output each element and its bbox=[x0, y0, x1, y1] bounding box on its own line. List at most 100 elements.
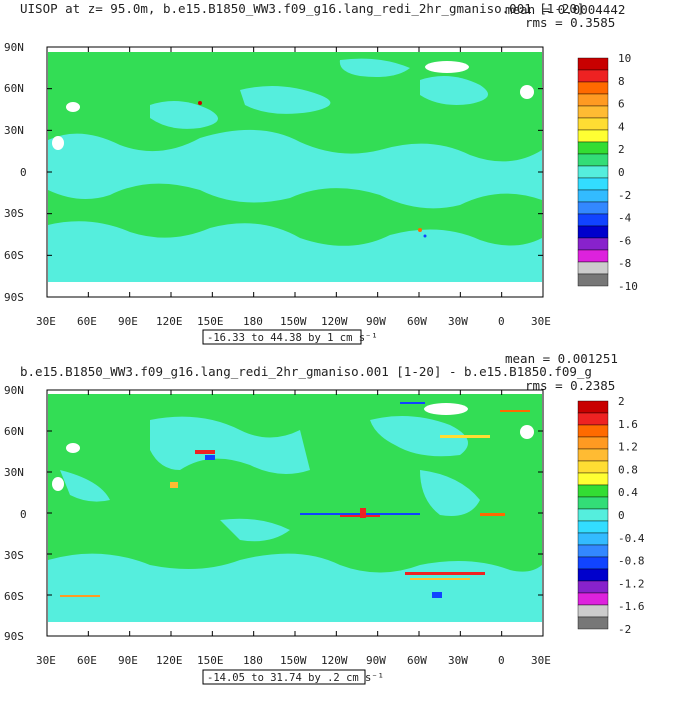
colorbar-swatch bbox=[577, 213, 609, 227]
colorbar-swatch bbox=[577, 57, 609, 71]
x-tick-label: 90E bbox=[118, 315, 138, 328]
x-tick-label: 0 bbox=[498, 654, 505, 667]
panel-2: mean = 0.001251 b.e15.B1850_WW3.f09_g16.… bbox=[4, 351, 645, 685]
colorbar-swatch bbox=[577, 249, 609, 263]
colorbar-label: -8 bbox=[618, 257, 631, 270]
panel-2-range-box bbox=[202, 669, 366, 685]
panel-1-x-axis: 30E 60E 90E 120E 150E 180 150W 120W 90W … bbox=[36, 315, 551, 328]
x-tick-label: 30E bbox=[36, 315, 56, 328]
colorbar-swatch bbox=[577, 69, 609, 83]
y-tick-label: 90S bbox=[4, 291, 24, 304]
panel-1-field-cyan bbox=[48, 58, 542, 282]
colorbar-swatch bbox=[577, 153, 609, 167]
colorbar-swatch bbox=[577, 580, 609, 594]
panel-2-y-axis: 90N 60N 30N 0 30S 60S 90S bbox=[4, 384, 27, 643]
colorbar-swatch bbox=[577, 616, 609, 630]
y-tick-label: 0 bbox=[20, 166, 27, 179]
y-tick-label: 60S bbox=[4, 590, 24, 603]
panel-2-greenland bbox=[424, 403, 468, 415]
x-tick-label: 180 bbox=[243, 654, 263, 667]
colorbar-swatch bbox=[577, 165, 609, 179]
colorbar-swatch bbox=[577, 81, 609, 95]
anomaly-streak bbox=[440, 435, 490, 438]
x-tick-label: 90W bbox=[366, 654, 386, 667]
anomaly-streak bbox=[405, 572, 485, 575]
panel-2-mean: mean = 0.001251 bbox=[505, 351, 618, 366]
colorbar-label: 0 bbox=[618, 166, 625, 179]
panel-2-island-c bbox=[520, 425, 534, 439]
panel-1-speckle bbox=[418, 228, 422, 232]
colorbar-label: 8 bbox=[618, 75, 625, 88]
colorbar-swatch bbox=[577, 189, 609, 203]
panel-2-rms: rms = 0.2385 bbox=[525, 378, 615, 393]
colorbar-label: 0.4 bbox=[618, 486, 638, 499]
anomaly-streak bbox=[60, 595, 100, 597]
axis-ticks bbox=[46, 46, 544, 637]
anomaly-streak bbox=[360, 508, 366, 518]
x-tick-label: 150E bbox=[197, 654, 224, 667]
panel-2-anomalies bbox=[60, 402, 530, 598]
colorbar-label: -1.2 bbox=[618, 577, 645, 590]
panel-1-greenland bbox=[425, 61, 469, 73]
colorbar-swatch bbox=[577, 141, 609, 155]
colorbar-swatch bbox=[577, 532, 609, 546]
y-tick-label: 60N bbox=[4, 425, 24, 438]
colorbar-swatch bbox=[577, 400, 609, 414]
x-tick-label: 180 bbox=[243, 315, 263, 328]
x-tick-label: 30E bbox=[36, 654, 56, 667]
x-tick-label: 60E bbox=[77, 654, 97, 667]
colorbar-swatch bbox=[577, 201, 609, 215]
anomaly-streak bbox=[195, 450, 215, 454]
colorbar-label: -10 bbox=[618, 280, 638, 293]
x-tick-label: 150W bbox=[280, 654, 307, 667]
colorbar-swatch bbox=[577, 544, 609, 558]
x-tick-label: 60E bbox=[77, 315, 97, 328]
panel-1-y-axis: 90N 60N 30N 0 30S 60S 90S bbox=[4, 41, 27, 304]
colorbar-label: -0.8 bbox=[618, 555, 645, 568]
panel-2-title: b.e15.B1850_WW3.f09_g16.lang_redi_2hr_gm… bbox=[20, 364, 592, 379]
panel-1-speckle bbox=[198, 101, 202, 105]
colorbar-label: 2 bbox=[618, 395, 625, 408]
colorbar-label: -0.4 bbox=[618, 532, 645, 545]
anomaly-streak bbox=[480, 513, 505, 516]
x-tick-label: 30W bbox=[448, 315, 468, 328]
anomaly-streak bbox=[432, 592, 442, 598]
x-tick-label: 90E bbox=[118, 654, 138, 667]
panel-2-island-b bbox=[52, 477, 64, 491]
x-tick-label: 120W bbox=[321, 654, 348, 667]
anomaly-streak bbox=[500, 410, 530, 412]
y-tick-label: 90N bbox=[4, 41, 24, 54]
y-tick-label: 30S bbox=[4, 207, 24, 220]
colorbar-swatch bbox=[577, 604, 609, 618]
colorbar-swatch bbox=[577, 225, 609, 239]
colorbar-label: 6 bbox=[618, 98, 625, 111]
x-tick-label: 120W bbox=[321, 315, 348, 328]
panel-1-island-a bbox=[66, 102, 80, 112]
y-tick-label: 30N bbox=[4, 466, 24, 479]
x-tick-label: 30E bbox=[531, 654, 551, 667]
x-tick-label: 30E bbox=[531, 315, 551, 328]
panel-2-range-label: -14.05 to 31.74 by .2 cm s⁻¹ bbox=[207, 672, 384, 684]
colorbar-swatch bbox=[577, 273, 609, 287]
colorbar-label: -1.6 bbox=[618, 600, 645, 613]
colorbar-swatch bbox=[577, 592, 609, 606]
x-tick-label: 120E bbox=[156, 315, 183, 328]
panel-1-island-b bbox=[52, 136, 64, 150]
colorbar-label: -2 bbox=[618, 623, 631, 636]
colorbar-swatch bbox=[577, 556, 609, 570]
anomaly-streak bbox=[400, 402, 425, 404]
anomaly-streak bbox=[410, 578, 470, 580]
panel-1-range-box bbox=[202, 329, 362, 345]
colorbar-label: -4 bbox=[618, 212, 632, 225]
colorbar-label: 0.8 bbox=[618, 463, 638, 476]
panel-1-map bbox=[46, 46, 544, 298]
colorbar-swatch bbox=[577, 261, 609, 275]
colorbar-swatch bbox=[577, 237, 609, 251]
x-tick-label: 90W bbox=[366, 315, 386, 328]
y-tick-label: 60N bbox=[4, 82, 24, 95]
colorbar-swatch bbox=[577, 460, 609, 474]
colorbar-swatch bbox=[577, 412, 609, 426]
panel-1-range-label: -16.33 to 44.38 by 1 cm s⁻¹ bbox=[207, 332, 378, 344]
colorbar-label: 2 bbox=[618, 143, 625, 156]
